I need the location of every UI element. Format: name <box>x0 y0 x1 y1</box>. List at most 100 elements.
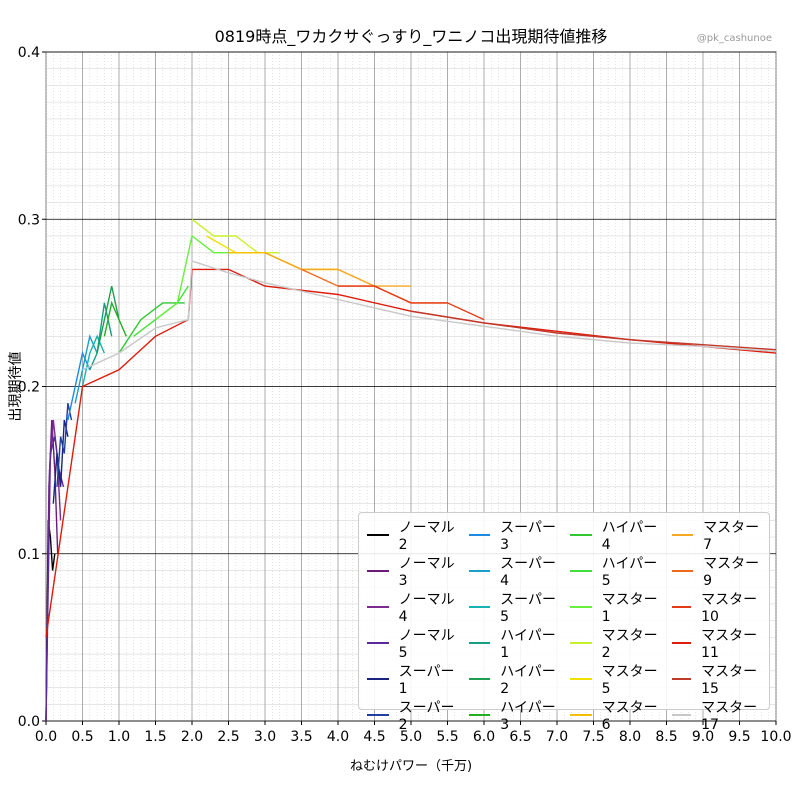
x-tick-label: 7.0 <box>546 729 568 745</box>
y-tick-label: 0.3 <box>18 212 40 228</box>
legend-swatch <box>468 534 491 536</box>
series-line <box>338 285 485 321</box>
legend-swatch <box>367 570 389 572</box>
series-line <box>56 403 73 487</box>
legend-item: ノーマル2 <box>361 517 463 553</box>
legend-swatch <box>671 714 692 716</box>
y-tick-label: 0.2 <box>18 380 40 396</box>
y-tick-label: 0.1 <box>18 547 40 563</box>
legend-label: ノーマル5 <box>398 628 455 661</box>
legend-item: マスター1 <box>564 589 666 625</box>
legend-item: マスター2 <box>564 625 666 661</box>
legend-swatch <box>468 570 491 572</box>
watermark: @pk_cashunoe <box>696 33 772 44</box>
x-tick-label: 2.5 <box>217 729 239 745</box>
x-tick-label: 10.0 <box>760 729 791 745</box>
legend-item: ノーマル5 <box>361 625 463 661</box>
x-tick-label: 6.5 <box>509 729 531 745</box>
legend-swatch <box>671 606 692 608</box>
series-line <box>52 419 69 504</box>
legend-label: マスター17 <box>701 700 758 733</box>
legend-item: マスター10 <box>666 589 768 625</box>
legend-item: ハイパー4 <box>564 517 666 553</box>
legend-swatch <box>367 678 389 680</box>
legend-label: ノーマル2 <box>398 520 455 553</box>
legend-label: マスター2 <box>601 628 658 661</box>
legend-item: ハイパー2 <box>463 661 565 697</box>
legend-label: ハイパー4 <box>601 520 658 553</box>
legend-label: スーパー5 <box>500 592 557 625</box>
legend-swatch <box>570 570 592 572</box>
legend-label: マスター6 <box>601 700 658 733</box>
legend-item: ハイパー5 <box>564 553 666 589</box>
legend-label: マスター9 <box>703 556 760 589</box>
legend-label: ハイパー3 <box>500 700 556 733</box>
x-tick-label: 6.0 <box>473 729 495 745</box>
x-tick-label: 3.5 <box>290 729 312 745</box>
legend-swatch <box>570 642 592 644</box>
legend-item: スーパー5 <box>463 589 565 625</box>
legend-label: ハイパー2 <box>500 664 556 697</box>
legend-swatch <box>367 534 389 536</box>
legend-label: スーパー1 <box>398 664 455 697</box>
legend-label: ハイパー1 <box>500 628 556 661</box>
legend-swatch <box>468 714 491 716</box>
y-axis-label: 出現期待値 <box>8 352 24 422</box>
legend-swatch <box>671 534 694 536</box>
legend-item: スーパー2 <box>361 697 463 733</box>
legend-label: スーパー3 <box>500 520 557 553</box>
legend-label: マスター1 <box>601 592 658 625</box>
legend-label: ハイパー5 <box>601 556 658 589</box>
legend-item: ノーマル4 <box>361 589 463 625</box>
legend-swatch <box>468 606 491 608</box>
x-tick-label: 0.5 <box>71 729 93 745</box>
y-tick-label: 0.0 <box>18 714 40 730</box>
legend-swatch <box>570 714 592 716</box>
legend-swatch <box>570 678 592 680</box>
legend-label: スーパー2 <box>398 700 455 733</box>
x-tick-label: 2.0 <box>181 729 203 745</box>
legend-item: スーパー3 <box>463 517 565 553</box>
x-tick-label: 3.0 <box>254 729 276 745</box>
legend-swatch <box>671 642 692 644</box>
legend-item: マスター6 <box>564 697 666 733</box>
series-line <box>96 285 120 354</box>
series-line <box>155 234 236 321</box>
legend-item: ハイパー3 <box>463 697 565 733</box>
x-tick-label: 4.0 <box>327 729 349 745</box>
series-line <box>264 252 411 287</box>
legend-item: マスター9 <box>666 553 768 589</box>
legend-swatch <box>570 606 592 608</box>
series-line <box>82 260 777 371</box>
legend-label: ノーマル3 <box>398 556 455 589</box>
legend-label: マスター10 <box>701 592 758 625</box>
x-tick-label: 5.5 <box>436 729 458 745</box>
x-tick-label: 8.0 <box>619 729 641 745</box>
y-tick-label: 0.4 <box>18 45 40 61</box>
x-tick-label: 1.0 <box>108 729 130 745</box>
legend-swatch <box>367 606 389 608</box>
legend-label: スーパー4 <box>500 556 557 589</box>
legend-item: マスター7 <box>666 517 768 553</box>
x-tick-label: 7.5 <box>582 729 604 745</box>
legend: ノーマル2 ノーマル3 ノーマル4 ノーマル5 スーパー1 スーパー2 スーパー3 スーパー4… <box>358 512 770 733</box>
legend-label: ノーマル4 <box>398 592 455 625</box>
legend-label: マスター15 <box>701 664 758 697</box>
series-line <box>118 302 185 354</box>
legend-swatch <box>367 714 389 716</box>
legend-label: マスター5 <box>601 664 658 697</box>
series-line <box>67 350 91 421</box>
x-tick-label: 9.0 <box>692 729 714 745</box>
legend-swatch <box>468 678 491 680</box>
x-tick-label: 9.5 <box>728 729 750 745</box>
legend-item: マスター17 <box>666 697 768 733</box>
legend-item: スーパー4 <box>463 553 565 589</box>
x-tick-label: 5.0 <box>400 729 422 745</box>
legend-swatch <box>468 642 491 644</box>
x-tick-label: 4.5 <box>363 729 385 745</box>
x-axis-label: ねむけパワー（千万) <box>350 759 472 774</box>
legend-item: スーパー1 <box>361 661 463 697</box>
legend-label: マスター11 <box>701 628 758 661</box>
